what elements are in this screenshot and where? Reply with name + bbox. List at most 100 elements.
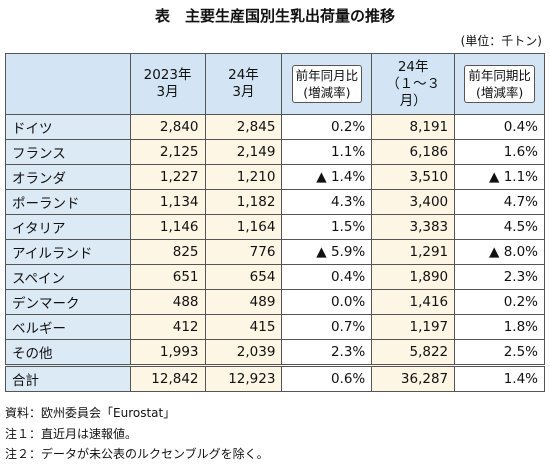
cell: 1.4% — [454, 364, 545, 392]
cell: 4.3% — [281, 189, 373, 215]
header-text: (増減率) — [475, 85, 524, 100]
cell: 12,842 — [129, 364, 206, 392]
cell: 0.4% — [281, 264, 373, 290]
title: 表 主要生産国別生乳出荷量の推移 — [154, 7, 395, 25]
header-cell: 前年同月比 (増減率) — [281, 53, 373, 115]
table-row: 合計 12,842 12,923 0.6% 36,287 1.4% — [5, 364, 545, 392]
header-box: 前年同月比 (増減率) — [291, 65, 363, 103]
row-label: スペイン — [5, 264, 131, 290]
header-cell: 24年 （１～３月） — [371, 53, 456, 115]
note: 注１：直近月は速報値。 — [5, 426, 138, 441]
unit: (単位：千トン) — [460, 34, 542, 48]
header-cell: 2023年 3月 — [129, 53, 206, 115]
header-text: (増減率) — [303, 85, 351, 100]
table-row: ドイツ 2,840 2,845 0.2% 8,191 0.4% — [5, 114, 545, 140]
cell: 1,416 — [371, 289, 456, 315]
cell: 0.4% — [454, 114, 545, 140]
cell: 1.5% — [281, 214, 373, 240]
cell: 2,149 — [204, 139, 283, 165]
row-label: フランス — [5, 139, 131, 165]
header-text: （１～３月） — [386, 75, 441, 109]
header-text: 3月 — [232, 84, 255, 100]
cell: 2,039 — [204, 339, 283, 366]
header-text: 24年 — [228, 67, 259, 83]
row-label: アイルランド — [5, 239, 131, 265]
cell: 2.3% — [281, 339, 373, 366]
table-row: ベルギー 412 415 0.7% 1,197 1.8% — [5, 314, 545, 340]
cell: ▲ 1.1% — [454, 164, 545, 190]
cell: 1.1% — [281, 139, 373, 165]
note: 資料：欧州委員会「Eurostat」 — [5, 406, 176, 420]
cell: 2.5% — [454, 339, 545, 366]
cell: 488 — [129, 289, 206, 315]
header-text: 3月 — [156, 84, 179, 100]
cell: 3,383 — [371, 214, 456, 240]
cell: 3,400 — [371, 189, 456, 215]
cell: 8,191 — [371, 114, 456, 140]
cell: 0.0% — [281, 289, 373, 315]
cell: 36,287 — [371, 364, 456, 392]
cell: 6,186 — [371, 139, 456, 165]
cell: 1,890 — [371, 264, 456, 290]
cell: ▲ 8.0% — [454, 239, 545, 265]
cell: 1,993 — [129, 339, 206, 366]
table-row: スペイン 651 654 0.4% 1,890 2.3% — [5, 264, 545, 290]
table-row: アイルランド 825 776 ▲ 5.9% 1,291 ▲ 8.0% — [5, 239, 545, 265]
header-text: 前年同期比 — [468, 68, 531, 83]
cell: 12,923 — [204, 364, 283, 392]
header-text: 24年 — [397, 58, 429, 75]
cell: 1,227 — [129, 164, 206, 190]
cell: 1,291 — [371, 239, 456, 265]
cell: ▲ 5.9% — [281, 239, 373, 265]
table-row: ポーランド 1,134 1,182 4.3% 3,400 4.7% — [5, 189, 545, 215]
cell: 0.6% — [281, 364, 373, 392]
table-body: ドイツ 2,840 2,845 0.2% 8,191 0.4% フランス 2,125 2,149… — [5, 114, 545, 392]
cell: 3,510 — [371, 164, 456, 190]
table-row: フランス 2,125 2,149 1.1% 6,186 1.6% — [5, 139, 545, 165]
row-label: 合計 — [5, 364, 131, 392]
cell: 654 — [204, 264, 283, 290]
cell: 415 — [204, 314, 283, 340]
cell: 825 — [129, 239, 206, 265]
table-row: デンマーク 488 489 0.0% 1,416 0.2% — [5, 289, 545, 315]
cell: 412 — [129, 314, 206, 340]
header-corner — [5, 53, 131, 115]
cell: 4.7% — [454, 189, 545, 215]
header-row: 2023年 3月 24年 3月 前年同月比 (増減率) 24年 （１～３月） 前年同期比 (増減率… — [5, 53, 545, 115]
header-text: 前年同月比 — [295, 68, 359, 83]
cell: 1,164 — [204, 214, 283, 240]
notes: 資料：欧州委員会「Eurostat」 注１：直近月は速報値。注２：データが未公表の… — [5, 403, 269, 465]
cell: 1,210 — [204, 164, 283, 190]
header-box: 前年同期比 (増減率) — [464, 65, 535, 103]
cell: 0.2% — [454, 289, 545, 315]
cell: 1,182 — [204, 189, 283, 215]
cell: 1,197 — [371, 314, 456, 340]
cell: 1.6% — [454, 139, 545, 165]
row-label: ポーランド — [5, 189, 131, 215]
cell: 0.2% — [281, 114, 373, 140]
header-cell: 24年 3月 — [204, 53, 283, 115]
row-label: イタリア — [5, 214, 131, 240]
row-label: ベルギー — [5, 314, 131, 340]
row-label: その他 — [5, 339, 131, 366]
header-text: 2023年 — [143, 67, 192, 83]
cell: 2.3% — [454, 264, 545, 290]
cell: 776 — [204, 239, 283, 265]
note: 注２：データが未公表のルクセンブルグを除く。 — [5, 447, 269, 461]
table-row: その他 1,993 2,039 2.3% 5,822 2.5% — [5, 339, 545, 366]
row-label: オランダ — [5, 164, 131, 190]
cell: ▲ 1.4% — [281, 164, 373, 190]
cell: 1,146 — [129, 214, 206, 240]
row-label: デンマーク — [5, 289, 131, 315]
cell: 489 — [204, 289, 283, 315]
cell: 4.5% — [454, 214, 545, 240]
cell: 1.8% — [454, 314, 545, 340]
cell: 5,822 — [371, 339, 456, 366]
table: 2023年 3月 24年 3月 前年同月比 (増減率) 24年 （１～３月） 前年同期比 (増減率… — [5, 53, 545, 392]
cell: 0.7% — [281, 314, 373, 340]
table-row: イタリア 1,146 1,164 1.5% 3,383 4.5% — [5, 214, 545, 240]
row-label: ドイツ — [5, 114, 131, 140]
cell: 2,840 — [129, 114, 206, 140]
cell: 1,134 — [129, 189, 206, 215]
cell: 2,845 — [204, 114, 283, 140]
